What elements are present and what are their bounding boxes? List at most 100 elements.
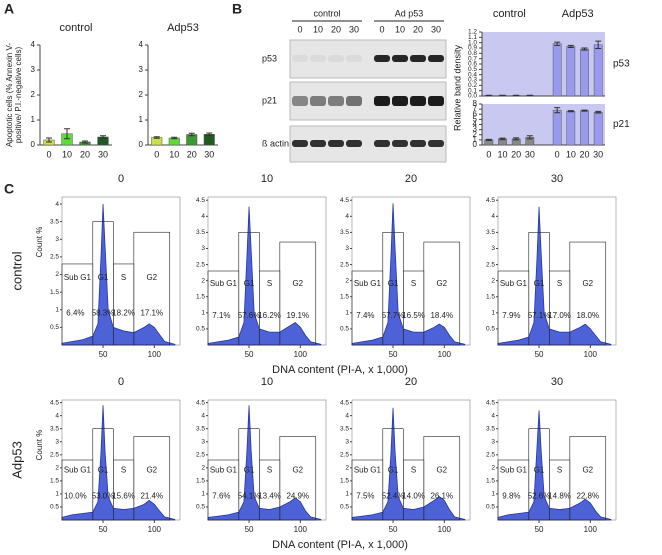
bar [552, 109, 562, 146]
error-bar [100, 135, 106, 139]
y-tick-label: 0.5 [340, 326, 349, 333]
lane-label: 10 [395, 24, 405, 34]
y-tick-label: 1 [491, 491, 495, 498]
y-tick-label: 0.0 [468, 93, 477, 100]
row-label: Adp53 [9, 441, 24, 479]
y-tick-label: 3.5 [196, 425, 205, 432]
error-bar [595, 40, 602, 50]
chart-title: control [59, 22, 92, 34]
chart-title: 10 [261, 376, 273, 388]
x-tick-label: 0 [486, 149, 491, 159]
gate-label: Sub G1 [500, 279, 528, 288]
gate-label: G2 [292, 279, 303, 288]
y-tick-label: 0.5 [196, 326, 205, 333]
histogram-area [61, 204, 176, 346]
y-tick-label: 1.5 [340, 478, 349, 485]
blot-band [392, 140, 408, 147]
y-tick-label: 1.2 [468, 29, 477, 36]
chart-title: 20 [405, 173, 417, 185]
y-tick-label: 2 [31, 90, 36, 99]
blot-row-label: p53 [262, 53, 277, 63]
y-tick-label: 4 [139, 40, 144, 49]
error-bar [485, 94, 492, 97]
y-tick-label: 4.5 [340, 197, 349, 204]
gate [423, 436, 461, 521]
x-tick-label: 30 [593, 149, 603, 159]
x-tick-label: 10 [566, 149, 576, 159]
y-tick-label: 1.5 [50, 478, 59, 485]
y-tick-label: 1 [345, 310, 349, 317]
error-bar [82, 140, 88, 144]
gate-percent: 57.6% [238, 311, 261, 320]
error-bar [526, 135, 533, 140]
y-tick-label: 2.5 [486, 261, 495, 268]
y-tick-label: 1.5 [340, 293, 349, 300]
x-tick-label: 0 [555, 149, 560, 159]
x-tick-label: 100 [438, 350, 452, 359]
x-tick-label: 50 [245, 525, 254, 534]
y-tick-label: 4 [201, 412, 205, 419]
y-tick-label: 2.5 [50, 254, 59, 261]
x-tick-label: 20 [511, 149, 521, 159]
y-axis-label: positive/ P.I.-negative cells) [14, 46, 23, 143]
x-tick-label: 10 [62, 149, 72, 159]
histogram-area [351, 203, 466, 346]
x-tick-label: 100 [148, 525, 162, 534]
gate-percent: 14.0% [402, 492, 425, 501]
gate-percent: 19.1% [286, 311, 309, 320]
y-axis-label: Count % [35, 227, 44, 258]
y-tick-label: 1 [473, 135, 478, 144]
gate-percent: 16.5% [402, 311, 425, 320]
group-label: Adp53 [562, 8, 594, 20]
row-label: control [9, 251, 24, 290]
error-bar [595, 110, 602, 114]
gate-label: S [121, 466, 126, 475]
y-tick-label: 0 [139, 140, 144, 149]
y-tick-label: 1.5 [50, 289, 59, 296]
blot-band [428, 55, 444, 62]
blot-group-label: Ad p53 [395, 8, 424, 18]
blot-band [374, 55, 390, 62]
x-tick-label: 20 [579, 149, 589, 159]
y-tick-label: 3 [55, 236, 59, 243]
y-tick-label: 2 [345, 277, 349, 284]
lane-label: 30 [431, 24, 441, 34]
y-tick-label: 0.9 [468, 45, 477, 52]
gate-label: G2 [146, 466, 157, 475]
x-tick-label: 30 [98, 149, 108, 159]
chart-title: 20 [405, 376, 417, 388]
y-tick-label: 0.2 [468, 82, 477, 89]
gate-label: Sub G1 [64, 273, 92, 282]
y-tick-label: 2.5 [340, 452, 349, 459]
x-tick-label: 10 [169, 149, 179, 159]
y-tick-label: 3.5 [196, 229, 205, 236]
error-bar [581, 47, 588, 51]
chart-title: 10 [261, 173, 273, 185]
x-tick-label: 30 [204, 149, 214, 159]
gate-percent: 7.1% [212, 311, 230, 320]
error-bar [526, 94, 533, 97]
error-bar [513, 94, 520, 97]
gate-label: G2 [292, 466, 303, 475]
blot-band [346, 55, 362, 62]
y-tick-label: 2.5 [196, 452, 205, 459]
y-tick-label: 2.5 [486, 452, 495, 459]
error-bar [46, 137, 52, 143]
y-tick-label: 0.5 [50, 324, 59, 331]
gate-label: G1 [98, 466, 109, 475]
blot-group-label: control [313, 8, 340, 18]
y-axis-label: Relative band density [452, 44, 462, 131]
y-tick-label: 3 [345, 438, 349, 445]
gate-percent: 57.1% [528, 311, 551, 320]
gate-percent: 18.0% [576, 311, 599, 320]
y-tick-label: 1.5 [196, 478, 205, 485]
gate-label: S [411, 466, 416, 475]
y-tick-label: 4.5 [50, 399, 59, 406]
lane-label: 20 [331, 24, 341, 34]
bar [566, 110, 576, 146]
histogram-area [61, 405, 176, 521]
x-tick-label: 100 [438, 525, 452, 534]
y-tick-label: 1.5 [486, 293, 495, 300]
blot-row-label: p21 [262, 95, 277, 105]
